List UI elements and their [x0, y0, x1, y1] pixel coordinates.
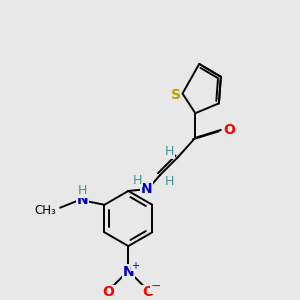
Text: H: H — [165, 145, 174, 158]
Text: S: S — [171, 88, 181, 103]
Text: H: H — [165, 175, 174, 188]
Text: O: O — [103, 285, 115, 299]
Text: CH₃: CH₃ — [34, 204, 56, 217]
Text: −: − — [151, 280, 161, 293]
Text: N: N — [140, 182, 152, 196]
Text: N: N — [77, 193, 88, 207]
Text: O: O — [142, 285, 154, 299]
Text: O: O — [223, 123, 235, 137]
Text: H: H — [133, 174, 142, 187]
Text: H: H — [78, 184, 88, 197]
Text: +: + — [131, 261, 139, 271]
Text: N: N — [122, 265, 134, 279]
